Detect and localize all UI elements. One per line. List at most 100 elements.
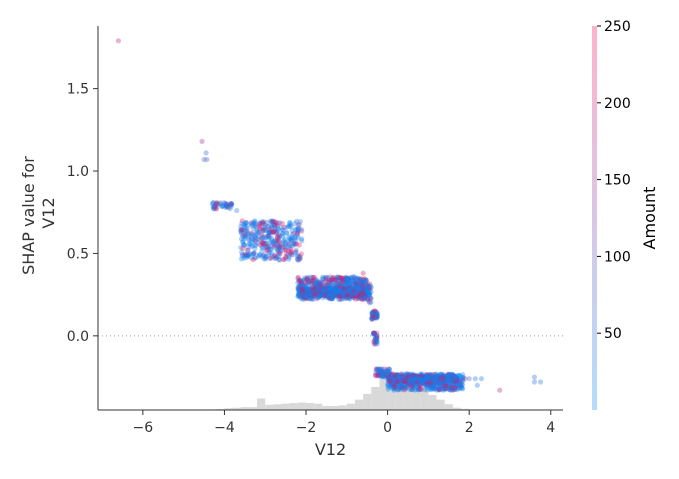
data-point [342, 287, 348, 294]
data-point [405, 375, 411, 381]
data-point [318, 282, 324, 288]
data-point [332, 294, 338, 300]
data-point [224, 201, 230, 207]
data-point [440, 375, 446, 381]
data-point [297, 277, 303, 283]
data-point [310, 293, 316, 299]
data-point [406, 378, 412, 384]
data-point [373, 340, 379, 346]
data-point [305, 274, 311, 280]
data-point [393, 381, 399, 388]
data-point [370, 309, 376, 315]
data-point [440, 379, 446, 385]
data-point [344, 287, 351, 293]
data-point [250, 237, 256, 243]
data-point [222, 201, 228, 207]
data-point [277, 220, 283, 226]
data-point [260, 245, 266, 251]
data-point [308, 288, 314, 295]
data-point [343, 274, 349, 280]
data-point [432, 378, 439, 385]
data-point [334, 280, 340, 287]
data-point [303, 291, 309, 298]
data-point [443, 381, 449, 387]
data-point [447, 387, 454, 393]
data-point [299, 236, 305, 242]
data-point [412, 372, 419, 379]
data-point [276, 232, 282, 238]
data-point [340, 287, 346, 293]
data-point [377, 369, 383, 375]
data-point [407, 375, 413, 381]
data-point [292, 226, 299, 232]
data-point [352, 286, 358, 292]
data-point [322, 292, 328, 298]
data-point [309, 287, 315, 293]
data-point [323, 290, 329, 296]
data-point [427, 372, 434, 378]
data-point [251, 250, 257, 256]
data-point [344, 278, 350, 284]
data-point [300, 285, 306, 291]
data-point [401, 375, 408, 381]
data-point [353, 281, 359, 287]
data-point [402, 378, 408, 384]
data-point [385, 377, 391, 384]
data-point [407, 375, 413, 382]
data-point [290, 231, 296, 237]
data-point [321, 276, 327, 282]
data-point [351, 274, 357, 280]
data-point [439, 375, 445, 381]
data-point [296, 242, 302, 248]
data-point [304, 281, 310, 287]
data-point [241, 242, 247, 248]
data-point [362, 290, 368, 296]
data-point [423, 378, 429, 384]
data-point [298, 283, 304, 290]
data-point [366, 286, 372, 292]
data-point [299, 295, 305, 302]
data-point [372, 315, 378, 321]
data-point [428, 371, 435, 378]
data-point [372, 312, 378, 318]
data-point [410, 379, 416, 386]
data-point [299, 287, 305, 293]
data-point [427, 380, 433, 386]
data-point [308, 288, 314, 295]
data-point [310, 290, 316, 296]
data-point [339, 289, 345, 295]
data-point [351, 291, 357, 297]
data-point [409, 373, 415, 380]
data-point [435, 378, 441, 384]
data-point [317, 284, 324, 290]
data-point [294, 218, 300, 224]
data-point [362, 286, 368, 293]
data-point [340, 292, 347, 298]
data-point [351, 290, 357, 296]
data-point [385, 369, 391, 376]
data-point [401, 372, 407, 378]
data-point [428, 376, 435, 382]
data-point [327, 296, 333, 302]
data-point [371, 314, 377, 321]
data-point [316, 290, 323, 297]
data-point [302, 290, 308, 296]
data-point [271, 228, 277, 234]
data-point [329, 290, 336, 296]
data-point [341, 282, 347, 289]
data-point [350, 276, 356, 282]
data-point [362, 288, 368, 294]
data-point [393, 372, 400, 379]
data-point [269, 219, 275, 225]
histogram-bar [403, 382, 413, 410]
data-point [260, 233, 266, 239]
data-point [423, 372, 430, 378]
data-point [257, 220, 263, 226]
data-point [386, 375, 392, 382]
data-point [395, 380, 401, 386]
data-point [360, 279, 366, 286]
data-point [389, 379, 395, 385]
data-point [270, 230, 276, 236]
data-point [341, 291, 347, 298]
